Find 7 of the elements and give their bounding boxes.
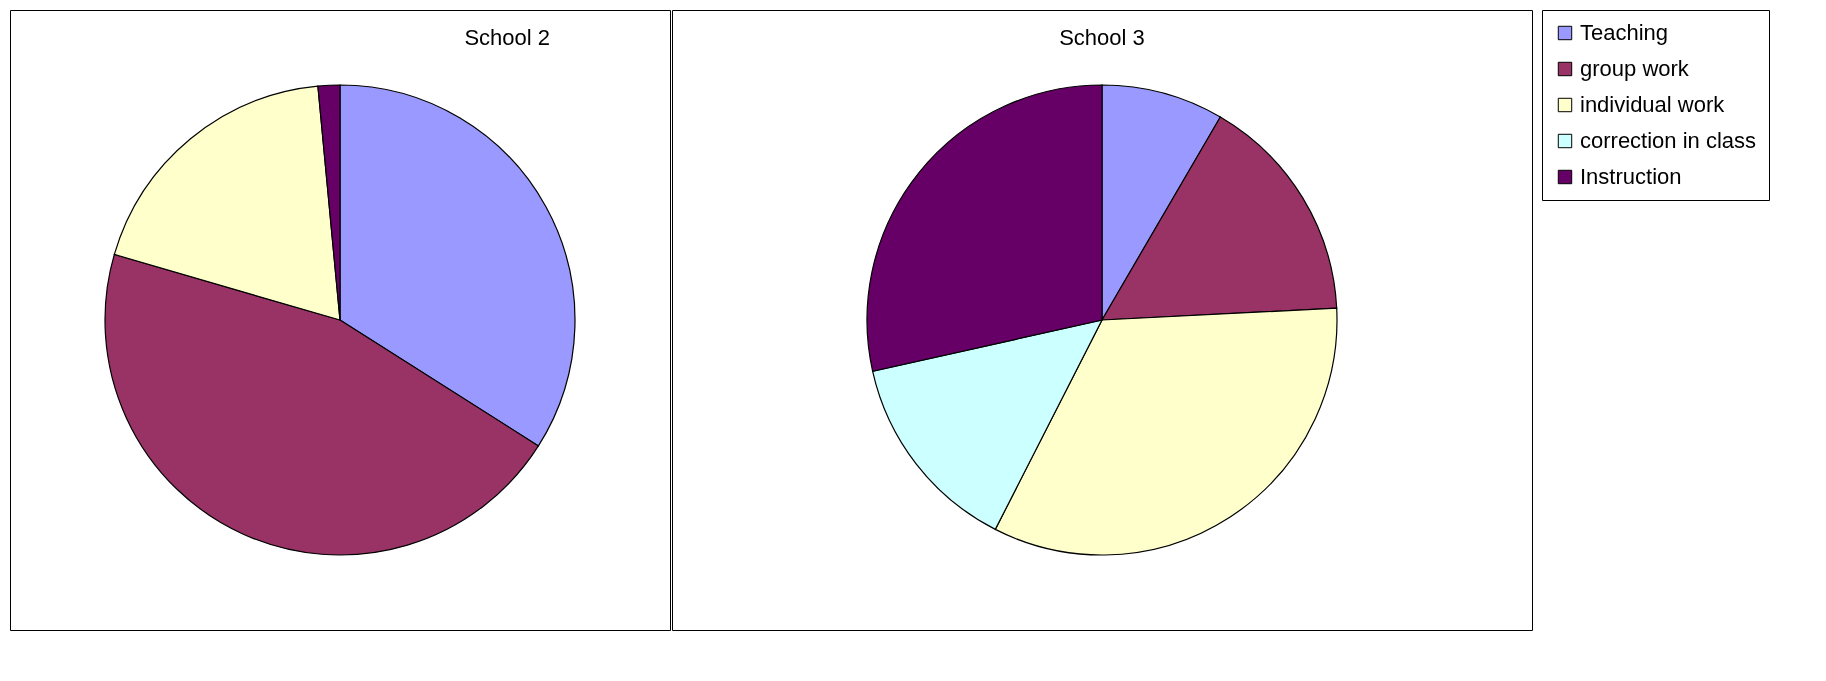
legend-label: Instruction — [1580, 164, 1682, 189]
text: School 3 — [1059, 24, 1145, 50]
chart-title: School 2 — [464, 25, 550, 50]
legend-label: correction in class — [1580, 128, 1757, 153]
legend-label: group work — [1580, 56, 1690, 81]
legend-label: Teaching — [1580, 20, 1669, 45]
legend-label: individual work — [1580, 92, 1726, 117]
